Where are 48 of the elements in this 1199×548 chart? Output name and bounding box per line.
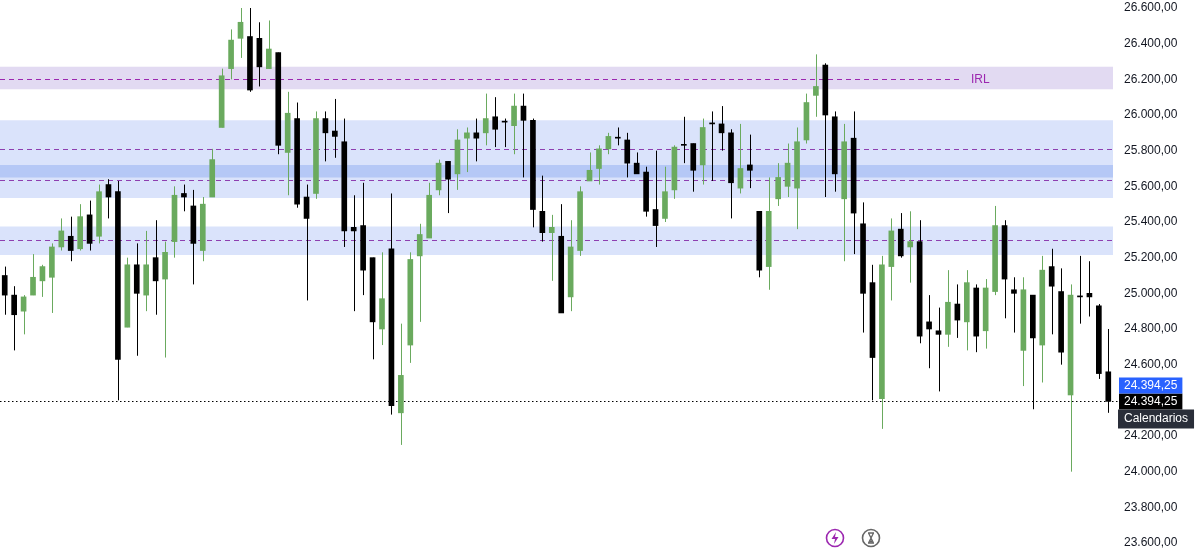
candlestick bbox=[935, 307, 942, 392]
candlestick bbox=[445, 160, 451, 214]
candlestick bbox=[1011, 276, 1017, 334]
ref-line-label: 24.394,25 bbox=[1124, 393, 1178, 408]
candlestick bbox=[775, 162, 781, 207]
y-tick-label: 26.600,00 bbox=[1124, 0, 1178, 15]
candlestick bbox=[813, 53, 819, 118]
candlestick bbox=[332, 98, 338, 159]
candlestick bbox=[1, 266, 8, 316]
candlestick bbox=[747, 134, 753, 189]
y-tick-label: 25.200,00 bbox=[1124, 249, 1178, 264]
y-tick-label: 24.600,00 bbox=[1124, 356, 1178, 371]
candlestick bbox=[907, 210, 914, 284]
y-tick-label: 24.800,00 bbox=[1124, 321, 1178, 336]
text: 24.394,25 bbox=[1124, 377, 1178, 392]
candlestick bbox=[350, 194, 357, 312]
y-tick-label: 26.200,00 bbox=[1124, 71, 1178, 86]
text: Calendarios bbox=[1124, 410, 1189, 425]
y-tick-label: 23.600,00 bbox=[1124, 535, 1178, 548]
y-tick-label: 25.400,00 bbox=[1124, 214, 1178, 229]
candlestick bbox=[58, 217, 65, 252]
candlestick bbox=[464, 126, 470, 173]
candlestick bbox=[548, 214, 555, 282]
candlestick bbox=[30, 253, 36, 296]
y-tick-label: 25.800,00 bbox=[1124, 142, 1178, 157]
candlestick bbox=[492, 96, 499, 148]
candlestick bbox=[265, 19, 272, 70]
candlestick bbox=[473, 118, 480, 162]
y-tick-label: 26.000,00 bbox=[1124, 107, 1178, 122]
candlestick bbox=[633, 151, 640, 175]
candlestick bbox=[67, 216, 74, 262]
candlestick bbox=[681, 116, 687, 164]
y-tick-label: 24.000,00 bbox=[1124, 463, 1178, 478]
ref-line-label: IRL bbox=[971, 71, 990, 86]
candlestick bbox=[181, 184, 187, 212]
candlestick bbox=[511, 93, 517, 155]
y-tick-label: 23.800,00 bbox=[1124, 499, 1178, 514]
y-tick-label: 24.200,00 bbox=[1124, 428, 1178, 443]
candlestick bbox=[596, 144, 602, 186]
y-tick-label: 25.600,00 bbox=[1124, 178, 1178, 193]
y-tick-label: 25.000,00 bbox=[1124, 285, 1178, 300]
candlestick bbox=[926, 294, 932, 369]
candlestick bbox=[482, 93, 489, 146]
candlestick bbox=[624, 132, 631, 178]
candlestick bbox=[11, 285, 17, 351]
y-tick-label: 26.400,00 bbox=[1124, 35, 1178, 50]
candlestick bbox=[416, 223, 423, 323]
candlestick bbox=[1048, 248, 1055, 335]
